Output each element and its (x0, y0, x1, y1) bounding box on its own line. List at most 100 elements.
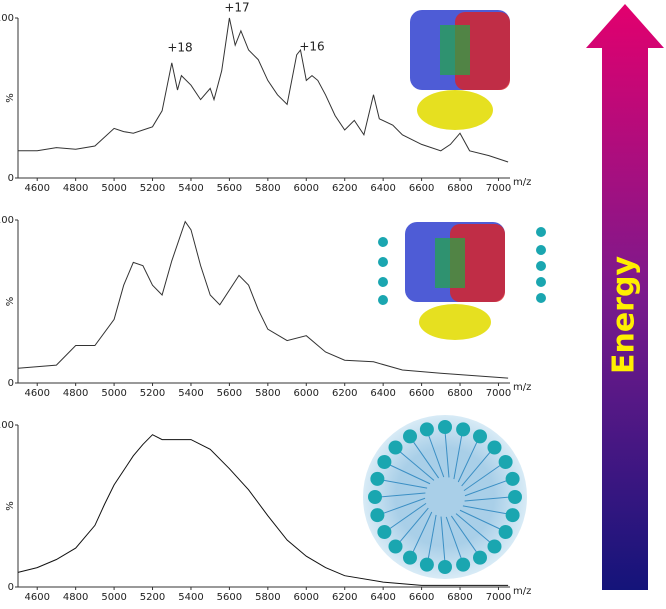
y-tick-label: 100 (0, 13, 14, 24)
x-tick-label: 7000 (486, 183, 511, 194)
lipid-head (456, 557, 471, 572)
lipid-tail (453, 433, 463, 480)
x-tick-label: 6400 (370, 183, 395, 194)
lipid-tail (455, 513, 492, 545)
micelle-image (363, 415, 527, 579)
lipid-head (403, 429, 417, 444)
lipid-tail (411, 511, 433, 555)
energy-arrow: Energy (586, 4, 664, 590)
lipid-head (473, 429, 487, 444)
x-axis-label: m/z (513, 586, 531, 597)
x-tick-label: 6200 (332, 388, 357, 399)
x-tick-label: 4600 (24, 388, 49, 399)
y-tick-label: 0 (8, 582, 14, 593)
lipid-tail (459, 509, 503, 531)
lipid-tail (450, 515, 479, 555)
protein-image (410, 10, 510, 130)
lipid-head (505, 471, 520, 486)
x-axis-label: m/z (513, 177, 531, 188)
peak-annotation: +16 (299, 40, 324, 54)
lipid-tail (387, 463, 431, 485)
energy-label: Energy (607, 256, 642, 374)
x-tick-label: 5400 (178, 388, 203, 399)
x-tick-label: 5400 (178, 183, 203, 194)
x-tick-label: 6000 (294, 388, 319, 399)
y-tick-label: 0 (8, 173, 14, 184)
x-tick-label: 5600 (217, 592, 242, 603)
lipid-tail (464, 479, 509, 497)
lipid-head (419, 557, 434, 572)
lipid-head (368, 490, 382, 504)
lipid-head (498, 525, 513, 539)
lipid-tail (411, 439, 440, 479)
x-tick-label: 5400 (178, 592, 203, 603)
y-axis-label: % (5, 297, 16, 307)
x-tick-label: 4800 (63, 388, 88, 399)
x-tick-label: 4600 (24, 592, 49, 603)
x-tick-label: 6400 (370, 388, 395, 399)
x-tick-label: 6600 (409, 183, 434, 194)
x-tick-label: 6800 (447, 183, 472, 194)
lipid-tail (378, 492, 426, 498)
x-tick-label: 5000 (101, 388, 126, 399)
x-tick-label: 7000 (486, 592, 511, 603)
x-tick-label: 5800 (255, 183, 280, 194)
y-tick-label: 100 (0, 215, 14, 226)
x-axis-label: m/z (513, 382, 531, 393)
lipid-head (370, 471, 385, 486)
lipid-tail (381, 497, 426, 515)
x-tick-label: 5200 (140, 183, 165, 194)
lipid-head (419, 422, 434, 437)
lipid-head (388, 539, 403, 554)
x-tick-label: 5000 (101, 183, 126, 194)
lipid-tail (440, 516, 446, 564)
protein-lipid-image (378, 222, 546, 340)
x-tick-label: 5600 (217, 183, 242, 194)
x-tick-label: 6200 (332, 592, 357, 603)
lipid-tail (444, 430, 450, 478)
lipid-head (377, 455, 392, 469)
lipid-tail (381, 479, 428, 489)
x-tick-label: 5200 (140, 388, 165, 399)
lipid-head (498, 455, 513, 469)
lipid-head (438, 560, 452, 574)
x-tick-label: 6800 (447, 388, 472, 399)
x-tick-label: 7000 (486, 388, 511, 399)
y-axis-label: % (5, 93, 16, 103)
y-tick-label: 100 (0, 420, 14, 431)
x-tick-label: 6000 (294, 183, 319, 194)
lipid-tail (461, 450, 493, 487)
spectrum-line (17, 434, 509, 586)
lipid-head (377, 525, 392, 539)
lipid-tail (427, 514, 437, 561)
lipid-tail (387, 502, 427, 531)
lipid-tail (457, 439, 479, 483)
lipid-tail (427, 433, 445, 478)
y-axis-label: % (5, 501, 16, 511)
y-tick-label: 0 (8, 378, 14, 389)
x-tick-label: 4600 (24, 183, 49, 194)
lipid-head (370, 508, 385, 523)
lipid-tail (445, 516, 463, 561)
x-tick-label: 5600 (217, 388, 242, 399)
x-tick-label: 5000 (101, 592, 126, 603)
lipid-head (403, 550, 417, 565)
lipid-head (505, 508, 520, 523)
lipid-tail (397, 507, 429, 544)
lipid-tail (398, 449, 435, 481)
lipid-head (473, 550, 487, 565)
x-tick-label: 6200 (332, 183, 357, 194)
lipid-head (508, 490, 522, 504)
lipid-head (438, 420, 452, 434)
x-tick-label: 4800 (63, 592, 88, 603)
x-tick-label: 6000 (294, 592, 319, 603)
lipid-head (388, 440, 403, 455)
x-tick-label: 4800 (63, 183, 88, 194)
x-tick-label: 6600 (409, 388, 434, 399)
x-tick-label: 6800 (447, 592, 472, 603)
spectrum-line (17, 220, 509, 379)
lipid-tail (462, 505, 509, 515)
peak-annotation: +17 (224, 1, 249, 15)
spectrum-line (18, 17, 509, 163)
x-tick-label: 5800 (255, 592, 280, 603)
